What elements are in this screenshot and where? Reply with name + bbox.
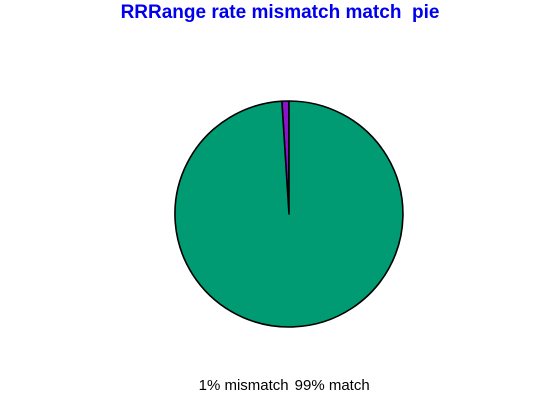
pie-slices	[174, 100, 404, 328]
pie-slice-match	[174, 100, 404, 328]
chart-title: RRRange rate mismatch match pie	[120, 2, 440, 23]
slice-label-mismatch: 1% mismatch	[198, 377, 289, 394]
slice-label-match: 99% match	[294, 377, 370, 394]
slice-labels: 1% mismatch 99% match	[0, 360, 560, 394]
